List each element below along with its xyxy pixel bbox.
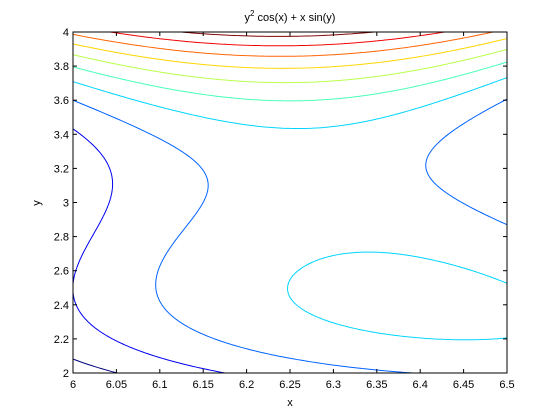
y-tick-label: 3.4 (54, 129, 69, 141)
contour-level-3 (73, 98, 507, 373)
x-tick-label: 6.1 (152, 379, 167, 391)
y-tick-label: 2.8 (54, 232, 69, 244)
plot-area (73, 32, 507, 373)
x-tick-label: 6.05 (106, 379, 127, 391)
y-tick-label: 4 (63, 27, 69, 39)
y-tick-label: 2 (63, 368, 69, 380)
y-tick-label: 3.8 (54, 61, 69, 73)
contour-level-5 (73, 61, 507, 102)
y-tick-label: 3.6 (54, 95, 69, 107)
contour-level-6 (73, 48, 507, 84)
x-tick-label: 6.2 (239, 379, 254, 391)
y-tick-label: 2.6 (54, 266, 69, 278)
contour-level-4 (73, 77, 507, 341)
contour-level-10 (181, 32, 375, 37)
x-tick-label: 6.15 (192, 379, 213, 391)
contour-level-8 (73, 32, 494, 57)
contour-lines (73, 32, 507, 373)
x-ticks: 6 6.05 6.1 6.15 6.2 6.25 6.3 6.35 6.4 6.45 6.5 (70, 32, 515, 391)
y-ticks: 2 2.2 2.4 2.6 2.8 3 3.2 3.4 3.6 3.8 4 (54, 27, 507, 380)
contour-level-2 (73, 128, 225, 373)
y-tick-label: 2.4 (54, 300, 69, 312)
x-axis-label: x (287, 397, 293, 409)
y-axis-label: y (31, 200, 43, 206)
x-tick-label: 6.35 (366, 379, 387, 391)
y-tick-label: 2.2 (54, 334, 69, 346)
x-tick-label: 6.5 (499, 379, 514, 391)
x-tick-label: 6.4 (413, 379, 428, 391)
x-tick-label: 6.25 (279, 379, 300, 391)
x-tick-label: 6 (70, 379, 76, 391)
contour-level-7 (73, 38, 507, 69)
y-tick-label: 3 (63, 198, 69, 210)
chart-title: y2 cos(x) + x sin(y) (245, 9, 336, 24)
x-tick-label: 6.3 (326, 379, 341, 391)
y-tick-label: 3.2 (54, 163, 69, 175)
x-tick-label: 6.45 (453, 379, 474, 391)
